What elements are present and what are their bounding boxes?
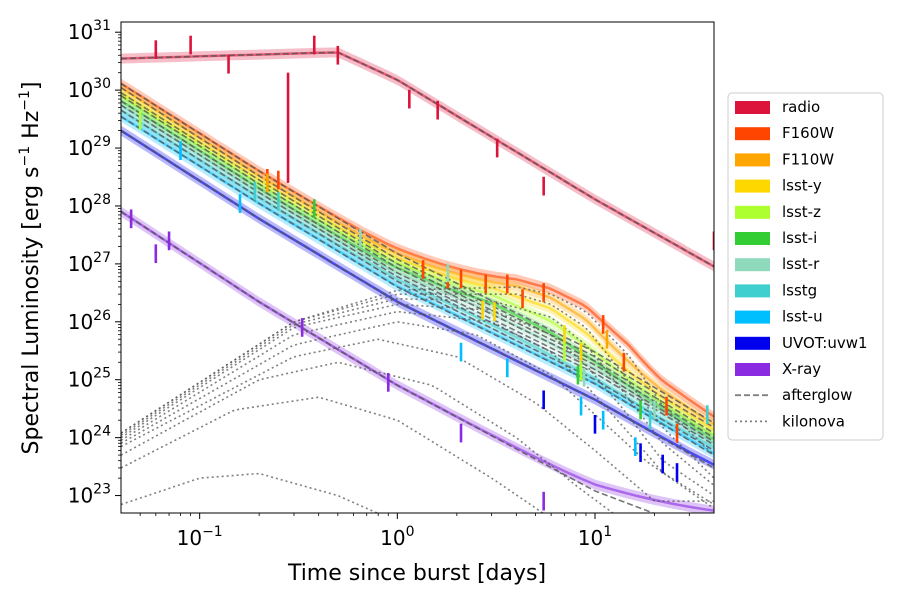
y-tick-label: 1023 bbox=[68, 482, 111, 508]
y-tick-label: 1025 bbox=[68, 366, 111, 392]
kilonova-line-lsst-r bbox=[121, 321, 714, 510]
afterglow-line-lsst-u bbox=[121, 115, 714, 456]
x-tick-label: 101 bbox=[578, 524, 612, 550]
legend-swatch-x-ray bbox=[735, 363, 770, 376]
afterglow-line-f110w bbox=[121, 87, 714, 429]
afterglow-curves bbox=[121, 51, 714, 513]
x-axis-label: Time since burst [days] bbox=[287, 561, 546, 586]
afterglow-line-lsstg bbox=[121, 109, 714, 452]
afterglow-line-x-ray bbox=[121, 210, 656, 513]
model-bands bbox=[121, 47, 714, 513]
afterglow-line-lsst-i bbox=[121, 100, 714, 443]
model-line-lsstg bbox=[121, 109, 714, 449]
legend-label-lsst-r: lsst-r bbox=[782, 255, 820, 273]
afterglow-line-lsst-z bbox=[121, 95, 714, 439]
legend-label-lsst-y: lsst-y bbox=[782, 177, 822, 195]
y-tick-label: 1028 bbox=[68, 192, 111, 218]
band-lsst-y bbox=[121, 87, 714, 436]
legend-swatch-lsst-r bbox=[735, 258, 770, 272]
legend-label-x-ray: X-ray bbox=[782, 360, 821, 378]
afterglow-line-f160w bbox=[121, 82, 714, 424]
kilonova-line-lsstg bbox=[121, 338, 714, 502]
legend: radio F160W F110W lsst-y lsst-z lsst-i lsst-r l… bbox=[727, 92, 884, 441]
kilonova-line-lsst-i bbox=[121, 310, 714, 506]
legend-label-lsstg: lsstg bbox=[782, 281, 817, 299]
x-axis-ticks: 10−1 100 101 bbox=[139, 513, 690, 550]
afterglow-line-radio bbox=[121, 51, 714, 268]
kilonova-line-lsst-y bbox=[121, 297, 714, 487]
legend-label-kilonova: kilonova bbox=[782, 412, 845, 430]
legend-label-f110w: F110W bbox=[782, 150, 834, 168]
legend-swatch-lsst-y bbox=[735, 179, 770, 193]
legend-swatch-lsst-z bbox=[735, 205, 770, 219]
observed-data-points bbox=[129, 35, 714, 511]
kilonova-line-uvot-uvw1 bbox=[121, 396, 545, 513]
legend-label-radio: radio bbox=[782, 98, 820, 116]
band-uvot-uvw1 bbox=[121, 125, 714, 470]
y-axis-label: Spectral Luminosity [erg s−1 Hz−1] bbox=[17, 82, 44, 455]
afterglow-line-lsst-r bbox=[121, 104, 714, 446]
legend-swatch-radio bbox=[735, 101, 770, 114]
legend-swatch-uvot-uvw1 bbox=[735, 336, 770, 350]
y-tick-label: 1026 bbox=[68, 308, 111, 334]
y-tick-label: 1030 bbox=[68, 76, 111, 102]
afterglow-line-uvot-uvw1 bbox=[121, 129, 714, 469]
legend-label-f160w: F160W bbox=[782, 124, 834, 142]
legend-swatch-lsst-u bbox=[735, 310, 770, 324]
legend-swatch-f160w bbox=[735, 127, 770, 141]
model-line-lsst-y bbox=[121, 91, 714, 432]
legend-label-lsst-u: lsst-u bbox=[782, 308, 823, 326]
afterglow-line-lsst-y bbox=[121, 92, 714, 434]
kilonova-line-lsst-z bbox=[121, 303, 714, 497]
y-tick-label: 1031 bbox=[68, 18, 111, 44]
legend-swatch-f110w bbox=[735, 153, 770, 167]
legend-label-lsst-z: lsst-z bbox=[782, 203, 821, 221]
y-tick-label: 1029 bbox=[68, 134, 111, 160]
y-tick-label: 1024 bbox=[68, 424, 111, 450]
legend-label-lsst-i: lsst-i bbox=[782, 229, 817, 247]
plot-frame bbox=[120, 21, 715, 514]
y-tick-label: 1027 bbox=[68, 250, 111, 276]
band-lsst-u bbox=[121, 111, 714, 459]
legend-swatch-lsst-i bbox=[735, 232, 770, 245]
legend-swatch-lsstg bbox=[735, 284, 770, 298]
y-axis-ticks: 1023 1024 1025 1026 1027 1028 1029 1030 1031 bbox=[68, 18, 121, 508]
legend-label-uvot-uvw1: UVOT:uvw1 bbox=[782, 334, 868, 352]
x-tick-label: 10−1 bbox=[177, 524, 223, 550]
x-tick-label: 100 bbox=[380, 524, 414, 550]
legend-label-afterglow: afterglow bbox=[782, 386, 852, 404]
